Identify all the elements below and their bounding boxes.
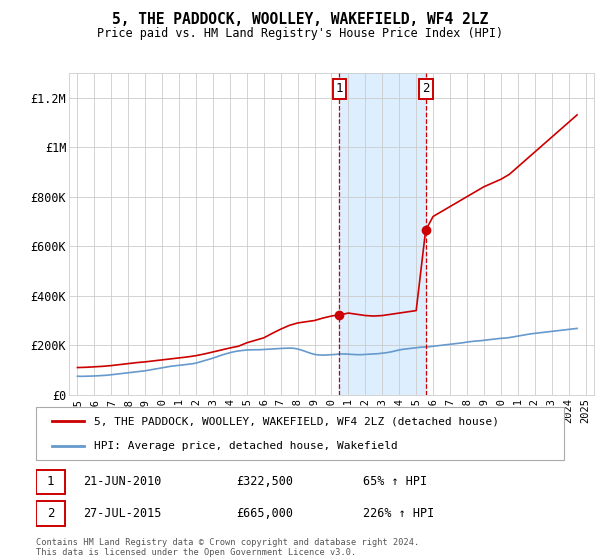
FancyBboxPatch shape — [36, 502, 65, 526]
FancyBboxPatch shape — [36, 469, 65, 494]
Text: 226% ↑ HPI: 226% ↑ HPI — [364, 507, 434, 520]
Text: 21-JUN-2010: 21-JUN-2010 — [83, 475, 162, 488]
Text: Price paid vs. HM Land Registry's House Price Index (HPI): Price paid vs. HM Land Registry's House … — [97, 27, 503, 40]
Text: Contains HM Land Registry data © Crown copyright and database right 2024.
This d: Contains HM Land Registry data © Crown c… — [36, 538, 419, 557]
Text: 2: 2 — [422, 82, 430, 95]
Bar — [340, 73, 425, 395]
Text: HPI: Average price, detached house, Wakefield: HPI: Average price, detached house, Wake… — [94, 441, 398, 451]
Text: 65% ↑ HPI: 65% ↑ HPI — [364, 475, 427, 488]
Text: £665,000: £665,000 — [236, 507, 293, 520]
Text: 2: 2 — [47, 507, 54, 520]
FancyBboxPatch shape — [36, 407, 564, 460]
Text: £322,500: £322,500 — [236, 475, 293, 488]
Text: 5, THE PADDOCK, WOOLLEY, WAKEFIELD, WF4 2LZ (detached house): 5, THE PADDOCK, WOOLLEY, WAKEFIELD, WF4 … — [94, 417, 499, 427]
Text: 27-JUL-2015: 27-JUL-2015 — [83, 507, 162, 520]
Text: 5, THE PADDOCK, WOOLLEY, WAKEFIELD, WF4 2LZ: 5, THE PADDOCK, WOOLLEY, WAKEFIELD, WF4 … — [112, 12, 488, 27]
Text: 1: 1 — [47, 475, 54, 488]
Text: 1: 1 — [336, 82, 343, 95]
